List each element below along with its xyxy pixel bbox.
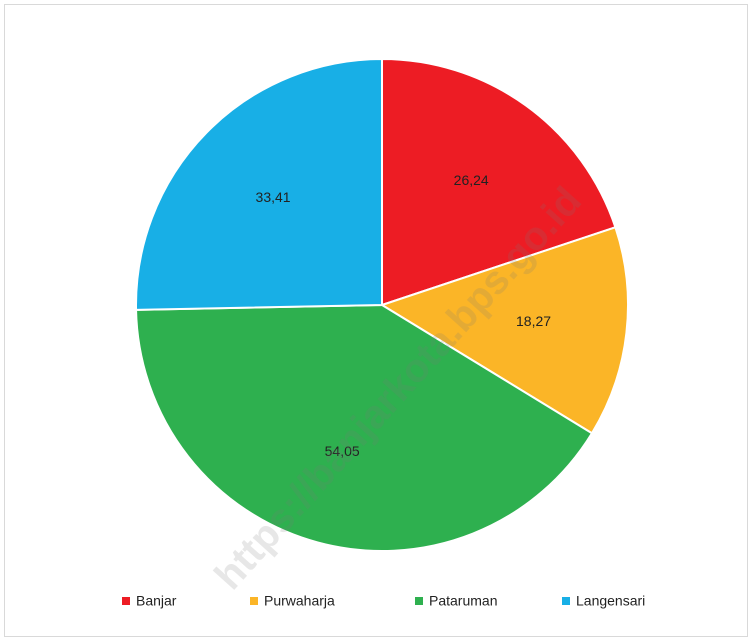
data-label: 18,27 <box>516 313 551 329</box>
data-label: 54,05 <box>325 443 360 459</box>
legend-label: Purwaharja <box>264 593 335 609</box>
legend-label: Langensari <box>576 593 645 609</box>
legend-swatch <box>562 597 570 605</box>
pie-slice <box>135 57 383 311</box>
data-label: 33,41 <box>256 189 291 205</box>
pie-slice <box>379 226 629 435</box>
pie-slice <box>135 303 594 552</box>
legend-swatch <box>250 597 258 605</box>
legend-label: Banjar <box>136 593 177 609</box>
legend-label: Pataruman <box>429 593 497 609</box>
legend-swatch <box>122 597 130 605</box>
legend-swatch <box>415 597 423 605</box>
pie-slice <box>381 57 617 307</box>
data-label: 26,24 <box>454 172 489 188</box>
